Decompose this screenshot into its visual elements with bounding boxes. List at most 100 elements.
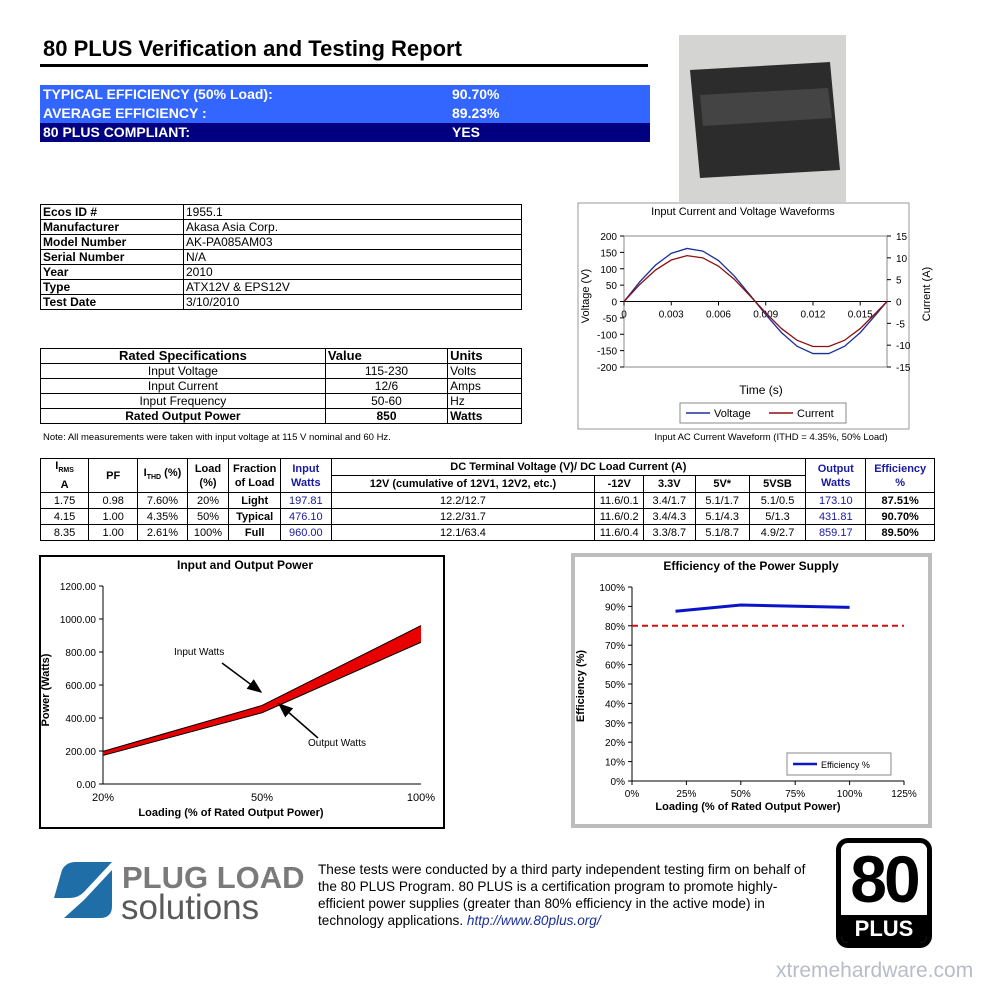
logo-top: PLUG LOAD bbox=[122, 860, 305, 895]
series-line bbox=[102, 625, 422, 752]
header: A bbox=[60, 479, 69, 492]
header-cell: Input Watts bbox=[280, 457, 332, 494]
info-cell: ATX12V & EPS12V bbox=[183, 279, 522, 295]
summary-label: AVERAGE EFFICIENCY : bbox=[43, 105, 207, 121]
info-cell: 3/10/2010 bbox=[183, 294, 522, 310]
y-tick-label: 50 bbox=[606, 281, 618, 292]
chart-caption: Input AC Current Waveform (ITHD = 4.35%,… bbox=[654, 432, 887, 443]
test-cell: 11.6/0.4 bbox=[594, 524, 645, 542]
x-axis-label: Loading (% of Rated Output Power) bbox=[655, 801, 840, 813]
y2-tick-label: 15 bbox=[896, 232, 908, 243]
info-cell: Test Date bbox=[40, 294, 184, 310]
x-tick-label: 0.006 bbox=[706, 310, 731, 321]
y-tick-label: 200 bbox=[600, 232, 617, 243]
y-tick-label: -100 bbox=[597, 330, 617, 341]
footer-link[interactable]: http://www.80plus.org/ bbox=[466, 913, 601, 928]
summary-box: TYPICAL EFFICIENCY (50% Load): 90.70% AVER… bbox=[40, 85, 650, 142]
header-row: IRMS A PF ITHD (%) Load (%) Fraction of Loa… bbox=[39, 457, 935, 494]
specs-table: Rated Specifications Value Units Input Volt… bbox=[40, 348, 522, 424]
title-rule bbox=[40, 64, 648, 67]
badge-text: PLUS bbox=[841, 915, 927, 943]
summary-value: 90.70% bbox=[452, 86, 500, 102]
test-cell: 5.1/8.7 bbox=[694, 524, 750, 542]
header-cell: DC Terminal Voltage (V)/ DC Load Current… bbox=[330, 457, 807, 477]
info-row: Serial Number N/A bbox=[40, 249, 522, 265]
chart-title: Input and Output Power bbox=[177, 558, 313, 572]
chart-box bbox=[39, 555, 445, 829]
header: RMS bbox=[58, 467, 74, 475]
x-axis-label: Loading (% of Rated Output Power) bbox=[138, 807, 323, 819]
info-row: Ecos ID #1955.1 bbox=[40, 204, 522, 220]
product-photo bbox=[679, 35, 846, 202]
y-tick-label: 800.00 bbox=[65, 648, 96, 659]
series-line bbox=[623, 254, 888, 348]
test-cell: 3.4/1.7 bbox=[643, 492, 696, 510]
specs-cell: Volts bbox=[447, 363, 522, 379]
header-cell: Fraction of Load bbox=[228, 457, 282, 494]
footer-text-block: These tests were conducted by a third pa… bbox=[318, 861, 818, 929]
header-cell: -12V bbox=[594, 475, 645, 494]
test-table: IRMS A PF ITHD (%) Load (%) Fraction of Loa… bbox=[39, 457, 935, 542]
header: THD bbox=[146, 474, 162, 482]
info-table: Ecos ID #1955.1 Manufacturer Akasa Asia Co… bbox=[40, 204, 522, 310]
header-cell: Output Watts bbox=[805, 457, 867, 494]
x-tick-label: 125% bbox=[891, 789, 917, 800]
test-cell: 90.70% bbox=[865, 508, 935, 526]
x-tick-label: 75% bbox=[785, 789, 805, 800]
test-row: 8.35 1.00 2.61% 100% Full 960.00 12.1/63.4 11.6… bbox=[39, 524, 935, 542]
info-row: Test Date 3/10/2010 bbox=[40, 294, 522, 310]
x-tick-label: 50% bbox=[731, 789, 751, 800]
legend-box bbox=[786, 752, 892, 776]
test-cell: 4.35% bbox=[137, 508, 188, 526]
y-tick-label: 1200.00 bbox=[60, 582, 97, 593]
test-cell: 11.6/0.1 bbox=[594, 492, 645, 510]
specs-cell: Rated Output Power bbox=[40, 408, 326, 424]
specs-row: Rated Output Power 850 Watts bbox=[40, 408, 522, 424]
y-tick-label: 30% bbox=[605, 719, 625, 730]
legend-box bbox=[679, 402, 847, 424]
header-cell: 5VSB bbox=[748, 475, 807, 494]
chart-title: Input Current and Voltage Waveforms bbox=[651, 206, 835, 218]
header-cell: ITHD (%) bbox=[137, 457, 188, 494]
header-cell: IRMS A bbox=[39, 457, 90, 494]
header: Watts bbox=[820, 476, 851, 489]
x-tick-label: 100% bbox=[407, 792, 435, 804]
summary-row: TYPICAL EFFICIENCY (50% Load): 90.70% bbox=[40, 85, 650, 104]
y-tick-label: 200.00 bbox=[65, 747, 96, 758]
header-cell: Efficiency% bbox=[865, 457, 935, 494]
legend-label: Voltage bbox=[714, 408, 751, 420]
info-row: Manufacturer Akasa Asia Corp. bbox=[40, 219, 522, 235]
y2-tick-label: 10 bbox=[896, 254, 908, 265]
logo-bottom: solutions bbox=[121, 888, 259, 927]
y2-axis-label: Current (A) bbox=[921, 267, 933, 321]
header: I bbox=[55, 460, 59, 472]
header: % bbox=[895, 476, 906, 489]
test-cell: 5.1/4.3 bbox=[694, 508, 750, 526]
y2-tick-label: 0 bbox=[896, 298, 902, 309]
y-tick-label: 100% bbox=[599, 583, 625, 594]
y2-tick-label: -5 bbox=[896, 319, 905, 330]
x-tick-label: 20% bbox=[92, 792, 114, 804]
header: 3.3V bbox=[657, 478, 681, 491]
test-cell: 173.10 bbox=[805, 492, 867, 510]
y-tick-label: 600.00 bbox=[65, 681, 96, 692]
annotation-arrow bbox=[277, 703, 319, 739]
legend-label: Efficiency % bbox=[821, 760, 870, 770]
header-cell: 3.3V bbox=[643, 475, 696, 494]
specs-cell: 50-60 bbox=[324, 393, 449, 409]
y-tick-label: 20% bbox=[605, 738, 625, 749]
header-row: 12V (cumulative of 12V1, 12V2, etc.) -12… bbox=[41, 475, 935, 494]
header: (%) bbox=[199, 476, 217, 489]
badge: 80 PLUS bbox=[836, 838, 932, 948]
y-tick-label: 400.00 bbox=[65, 714, 96, 725]
header: of Load bbox=[234, 476, 275, 489]
y-axis-label: Voltage (V) bbox=[580, 269, 592, 323]
x-tick-label: 25% bbox=[676, 789, 696, 800]
header-cell: 5V* bbox=[694, 475, 750, 494]
info-cell: AK-PA085AM03 bbox=[183, 234, 522, 250]
y2-tick-label: -15 bbox=[896, 363, 911, 374]
y-tick-label: -150 bbox=[597, 347, 617, 358]
y-tick-label: 80% bbox=[605, 622, 625, 633]
annotation: Output Watts bbox=[308, 738, 366, 749]
note: Note: All measurements were taken with i… bbox=[43, 432, 391, 443]
